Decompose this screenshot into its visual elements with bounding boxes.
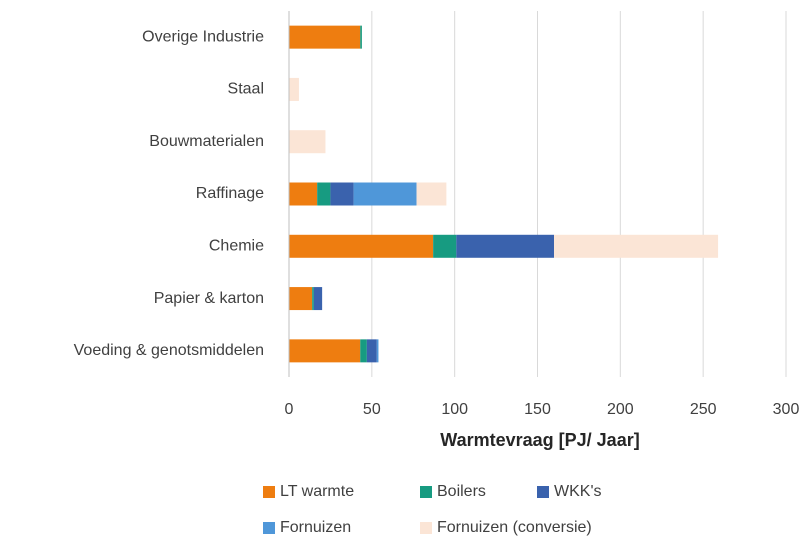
y-tick-label: Raffinage — [196, 185, 264, 202]
bar-segment — [456, 234, 555, 258]
bar-segment — [289, 130, 326, 154]
legend-label: Fornuizen (conversie) — [437, 519, 592, 536]
legend-label: WKK's — [554, 483, 602, 500]
x-tick-label: 50 — [363, 401, 381, 418]
bar-segment — [433, 234, 457, 258]
legend-label: Boilers — [437, 483, 486, 500]
bar-segment — [289, 287, 313, 311]
bar-segment — [312, 287, 314, 311]
bar-segment — [360, 25, 362, 49]
legend-swatch — [537, 486, 549, 498]
bar-segment — [353, 182, 417, 206]
x-tick-label: 100 — [441, 401, 468, 418]
x-tick-label: 200 — [607, 401, 634, 418]
x-tick-label: 0 — [285, 401, 294, 418]
legend-swatch — [420, 486, 432, 498]
x-axis-title: Warmtevraag [PJ/ Jaar] — [440, 430, 639, 450]
legend-swatch — [420, 522, 432, 534]
bar-segment — [289, 339, 361, 363]
y-tick-label: Voeding & genotsmiddelen — [74, 342, 264, 359]
bar-segment — [330, 182, 354, 206]
legend-label: LT warmte — [280, 483, 354, 500]
bar-segment — [376, 339, 379, 363]
bar-segment — [360, 339, 367, 363]
legend-swatch — [263, 486, 275, 498]
y-tick-label: Overige Industrie — [142, 28, 264, 45]
x-tick-label: 250 — [690, 401, 717, 418]
bar-segment — [366, 339, 377, 363]
bar-segment — [313, 287, 323, 311]
bar-segment — [289, 77, 299, 101]
bar-segment — [289, 182, 318, 206]
y-tick-label: Staal — [228, 81, 264, 98]
legend-swatch — [263, 522, 275, 534]
legend-label: Fornuizen — [280, 519, 351, 536]
bar-segment — [289, 234, 434, 258]
y-tick-label: Chemie — [209, 238, 264, 255]
bar-segment — [416, 182, 447, 206]
bar-segment — [317, 182, 331, 206]
y-tick-label: Bouwmaterialen — [149, 133, 264, 150]
x-tick-label: 300 — [773, 401, 800, 418]
y-tick-label: Papier & karton — [154, 290, 264, 307]
bar-segment — [554, 234, 719, 258]
bar-segment — [289, 25, 361, 49]
x-tick-label: 150 — [524, 401, 551, 418]
